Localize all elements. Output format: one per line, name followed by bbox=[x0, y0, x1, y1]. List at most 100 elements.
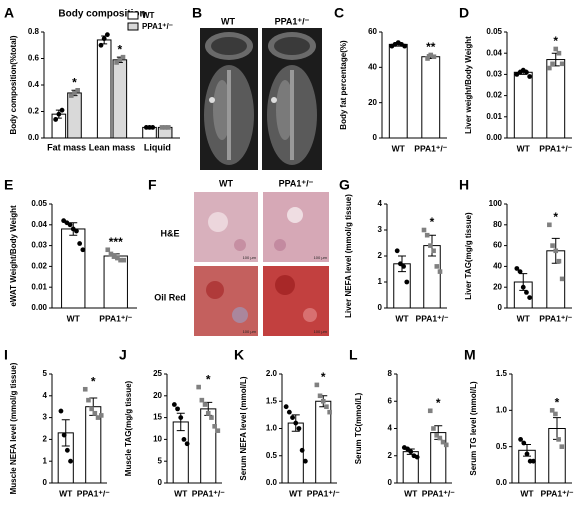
y-tick-label: 0.05 bbox=[486, 27, 502, 36]
data-point bbox=[181, 437, 187, 442]
y-tick-label: 0.6 bbox=[28, 54, 40, 63]
panel-label: M bbox=[464, 347, 476, 363]
data-point bbox=[286, 409, 292, 415]
data-point bbox=[115, 255, 120, 261]
y-axis-label: Muscle TAG(mg/g tissue) bbox=[124, 380, 133, 476]
y-tick-label: 20 bbox=[493, 282, 502, 291]
x-tick-label: PPA1⁺/⁻ bbox=[539, 313, 572, 323]
data-point bbox=[166, 125, 171, 130]
data-point bbox=[64, 447, 70, 453]
data-point bbox=[434, 433, 439, 438]
y-tick-label: 0.0 bbox=[28, 133, 40, 142]
significance: ** bbox=[426, 40, 436, 54]
y-tick-label: 0.04 bbox=[31, 220, 47, 229]
x-tick-label: WT bbox=[174, 488, 188, 498]
scale-bar-label: 100 μm bbox=[243, 255, 257, 260]
data-point bbox=[56, 111, 62, 117]
y-tick-label: 4 bbox=[378, 199, 383, 208]
y-tick-label: 0.03 bbox=[486, 70, 502, 79]
y-tick-label: 0 bbox=[43, 478, 48, 487]
data-point bbox=[162, 125, 168, 130]
y-tick-label: 3 bbox=[378, 225, 383, 234]
data-point bbox=[553, 411, 558, 417]
significance: * bbox=[321, 370, 326, 384]
panel-label: B bbox=[192, 5, 202, 21]
column-label: PPA1⁺/⁻ bbox=[279, 178, 314, 188]
data-point bbox=[427, 408, 433, 414]
bar bbox=[546, 59, 566, 139]
data-point bbox=[61, 432, 67, 438]
data-point bbox=[209, 415, 214, 420]
bar bbox=[112, 59, 128, 139]
row-label: H&E bbox=[160, 228, 179, 238]
data-point bbox=[117, 57, 123, 63]
panel-label: G bbox=[339, 177, 350, 193]
data-point bbox=[199, 397, 205, 403]
significance: * bbox=[555, 396, 560, 410]
y-tick-label: 80 bbox=[493, 220, 502, 229]
scale-bar-label: 100 μm bbox=[243, 329, 257, 334]
data-point bbox=[327, 409, 332, 415]
panel-label: C bbox=[334, 5, 344, 21]
y-tick-label: 0 bbox=[373, 133, 378, 142]
y-tick-label: 0.02 bbox=[31, 262, 47, 271]
x-tick-label: Fat mass bbox=[47, 142, 86, 152]
legend-swatch bbox=[127, 22, 139, 31]
y-tick-label: 1.5 bbox=[496, 369, 508, 378]
data-point bbox=[175, 406, 180, 412]
row-label: Oil Red bbox=[154, 292, 186, 302]
y-tick-label: 100 bbox=[489, 199, 503, 208]
data-point bbox=[120, 54, 126, 60]
data-point bbox=[98, 413, 104, 418]
y-tick-label: 0.02 bbox=[486, 91, 502, 100]
y-tick-label: 0 bbox=[388, 478, 393, 487]
y-axis-label: Serum TG level (mmol/L) bbox=[469, 381, 478, 476]
data-point bbox=[524, 69, 529, 75]
bar bbox=[61, 228, 86, 309]
x-tick-label: WT bbox=[517, 143, 531, 153]
data-point bbox=[547, 222, 552, 228]
bar bbox=[96, 39, 112, 139]
y-tick-label: 0.05 bbox=[31, 199, 47, 208]
x-tick-label: Liquid bbox=[144, 142, 171, 152]
panel-label: D bbox=[459, 5, 469, 21]
bar bbox=[67, 92, 82, 139]
column-label: WT bbox=[219, 178, 233, 188]
y-tick-label: 0.5 bbox=[266, 451, 278, 460]
y-tick-label: 1.0 bbox=[496, 405, 508, 414]
y-tick-label: 4 bbox=[43, 391, 48, 400]
column-label: WT bbox=[221, 16, 235, 26]
bar bbox=[287, 422, 304, 484]
y-tick-label: 2 bbox=[378, 251, 383, 260]
y-tick-label: 0.00 bbox=[31, 303, 47, 312]
y-axis-label: Body composition(%total) bbox=[9, 35, 18, 134]
data-point bbox=[98, 42, 104, 48]
x-tick-label: PPA1⁺/⁻ bbox=[539, 143, 572, 153]
y-tick-label: 5 bbox=[158, 456, 163, 465]
panel-label: K bbox=[234, 347, 244, 363]
data-point bbox=[424, 232, 430, 238]
data-point bbox=[404, 279, 410, 285]
column-label: PPA1⁺/⁻ bbox=[275, 16, 310, 26]
x-tick-label: PPA1⁺/⁻ bbox=[192, 488, 225, 498]
y-tick-label: 60 bbox=[493, 241, 502, 250]
data-point bbox=[104, 32, 110, 38]
data-point bbox=[317, 393, 323, 399]
y-tick-label: 40 bbox=[493, 262, 502, 271]
y-tick-label: 0 bbox=[498, 303, 503, 312]
data-point bbox=[556, 258, 562, 264]
y-tick-label: 1.0 bbox=[266, 424, 278, 433]
scale-bar-label: 100 μm bbox=[314, 255, 328, 260]
x-tick-label: PPA1⁺/⁻ bbox=[99, 313, 132, 323]
data-point bbox=[398, 261, 403, 267]
data-point bbox=[431, 426, 436, 431]
data-point bbox=[431, 248, 436, 254]
data-point bbox=[428, 243, 433, 248]
x-tick-label: WT bbox=[395, 313, 409, 323]
significance: * bbox=[430, 215, 435, 229]
y-tick-label: 20 bbox=[153, 391, 162, 400]
data-point bbox=[77, 241, 83, 246]
data-point bbox=[434, 264, 440, 269]
panel-label: A bbox=[4, 5, 14, 21]
data-point bbox=[59, 107, 65, 113]
